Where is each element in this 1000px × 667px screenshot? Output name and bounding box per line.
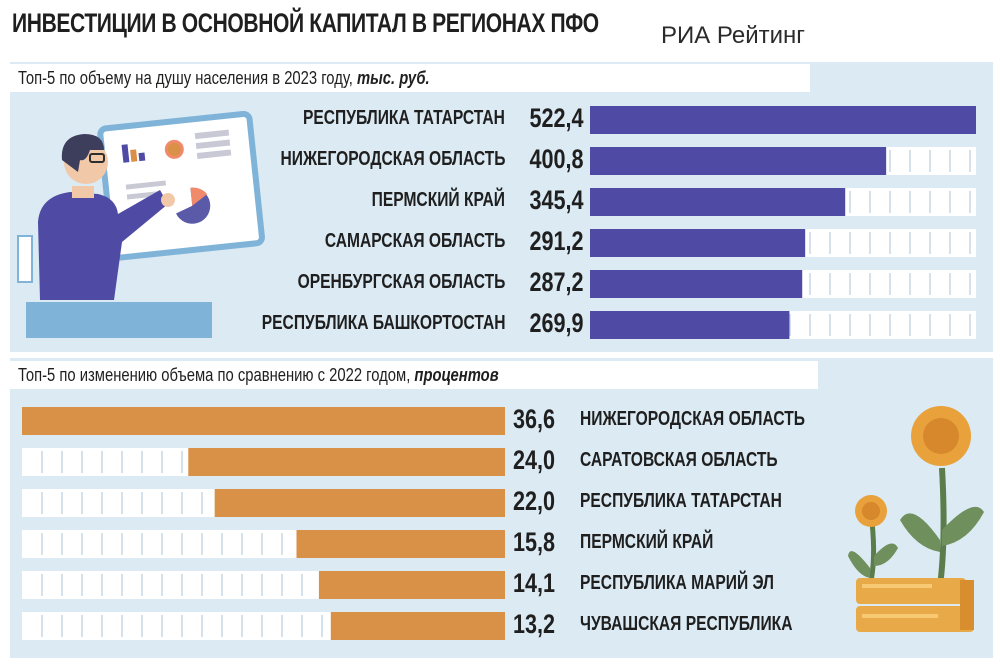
bottom-region-label: РЕСПУБЛИКА ТАТАРСТАН [580,490,782,512]
top-region-label: РЕСПУБЛИКА БАШКОРТОСТАН [261,312,505,334]
top-value-label: 400,8 [529,144,584,174]
top-bar [590,270,803,298]
bottom-value-label: 15,8 [513,527,556,557]
top-bar [590,229,806,257]
top-region-label: РЕСПУБЛИКА ТАТАРСТАН [303,107,505,129]
top-bar [590,311,790,339]
bottom-value-label: 36,6 [513,404,556,434]
bottom-bar [214,489,506,517]
top-region-label: ОРЕНБУРГСКАЯ ОБЛАСТЬ [297,271,505,293]
top-chart-title: Топ-5 по объему на душу населения в 2023… [18,67,353,88]
bottom-region-label: САРАТОВСКАЯ ОБЛАСТЬ [580,449,778,471]
top-value-label: 291,2 [529,226,584,256]
top-chart-unit: тыс. руб. [357,67,430,88]
bottom-value-label: 22,0 [513,486,556,516]
bottom-region-label: ЧУВАШСКАЯ РЕСПУБЛИКА [580,613,793,635]
top-value-label: 269,9 [529,308,584,338]
top-value-label: 287,2 [529,267,584,297]
bottom-bar [188,448,505,476]
top-value-label: 345,4 [529,185,584,215]
top-region-label: САМАРСКАЯ ОБЛАСТЬ [324,230,505,252]
brand-logo-text: РИА Рейтинг [661,22,806,49]
top-region-label: ПЕРМСКИЙ КРАЙ [371,189,505,211]
bottom-region-label: ПЕРМСКИЙ КРАЙ [580,531,714,553]
bottom-chart-unit: процентов [414,364,499,385]
bottom-bar [330,612,505,640]
bottom-subtitle-bar [10,361,818,389]
bottom-value-label: 14,1 [513,568,556,598]
top-region-label: НИЖЕГОРОДСКАЯ ОБЛАСТЬ [279,148,505,170]
bottom-chart-subtitle: Топ-5 по изменению объема по сравнению с… [18,364,499,386]
bottom-chart-title: Топ-5 по изменению объема по сравнению с… [18,364,411,385]
bottom-value-label: 24,0 [513,445,556,475]
bottom-bar [22,407,505,435]
bottom-bar [296,530,505,558]
bottom-value-label: 13,2 [513,609,556,639]
top-bar [590,147,887,175]
top-chart-subtitle: Топ-5 по объему на душу населения в 2023… [18,67,430,89]
top-bar [590,188,846,216]
bottom-region-label: РЕСПУБЛИКА МАРИЙ ЭЛ [580,572,774,594]
bottom-bar [318,571,505,599]
top-value-label: 522,4 [529,103,584,133]
top-bar [590,106,976,134]
bottom-region-label: НИЖЕГОРОДСКАЯ ОБЛАСТЬ [580,408,806,430]
chart-title: ИНВЕСТИЦИИ В ОСНОВНОЙ КАПИТАЛ В РЕГИОНАХ… [12,8,599,38]
top-subtitle-bar [10,64,810,92]
